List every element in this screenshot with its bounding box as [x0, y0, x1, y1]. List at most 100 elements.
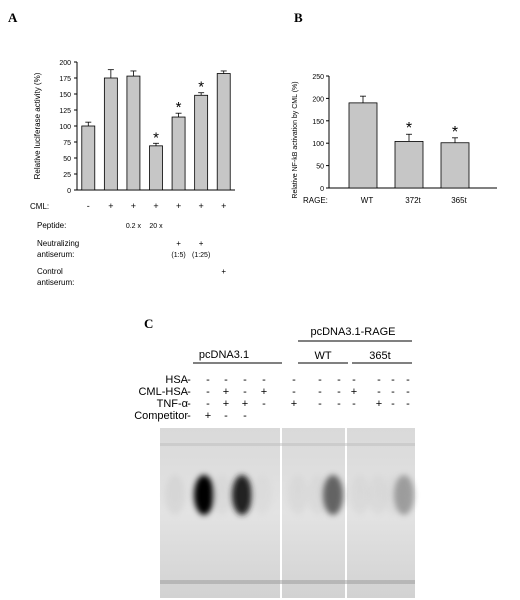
- row-label-neutralizing-2: antiserum:: [37, 250, 74, 259]
- gel-lane-symbol: -: [337, 374, 341, 386]
- y-tick-label-a: 25: [63, 172, 71, 179]
- gel-band: [232, 475, 252, 515]
- gel-lane-symbol: -: [318, 398, 322, 410]
- gel-lane-symbol: +: [205, 410, 211, 422]
- gel-band: [212, 475, 232, 515]
- gel-lane-symbol: -: [318, 386, 322, 398]
- gel-row-label: HSA: [165, 374, 188, 386]
- gel-band: [252, 475, 272, 515]
- bar-b: [440, 142, 470, 189]
- gel-lane-symbol: -: [391, 374, 395, 386]
- gel-lane-symbol: -: [377, 386, 381, 398]
- gel-lane-symbol: -: [206, 398, 210, 410]
- gel-faint-band: [160, 443, 415, 446]
- gel-lane-symbol: -: [337, 386, 341, 398]
- y-tick-label-b: 0: [320, 186, 324, 193]
- gel-row-label: Competitor: [134, 410, 188, 422]
- gel-lane-symbol: -: [292, 374, 296, 386]
- gel-lane-symbol: -: [187, 386, 191, 398]
- gel-row-label: CML-HSA: [138, 386, 188, 398]
- control-cell: +: [221, 267, 226, 276]
- panel-letter-b: B: [294, 10, 303, 25]
- gel-lane-symbol: -: [391, 386, 395, 398]
- row-label-neutralizing: Neutralizing: [37, 239, 79, 248]
- bar-b: [394, 141, 424, 189]
- peptide-cell: 20 x: [149, 223, 163, 230]
- gel-lane-symbol: -: [318, 374, 322, 386]
- y-axis-label-b: Relative NF-kB activation by CML (%): [292, 81, 299, 198]
- gel-sub-365t: 365t: [369, 350, 390, 362]
- gel-band: [394, 475, 414, 515]
- cml-cell: +: [176, 201, 181, 211]
- bar-a: [103, 77, 118, 191]
- row-label-control-2: antiserum:: [37, 278, 74, 287]
- significance-star-b: *: [452, 124, 458, 141]
- y-tick-label-a: 150: [59, 92, 71, 99]
- neutralizing-cell: +: [199, 239, 204, 248]
- bar-a: [126, 75, 141, 191]
- gel-lane-symbol: -: [243, 386, 247, 398]
- cml-cell: -: [87, 201, 90, 211]
- cml-cell: +: [199, 201, 204, 211]
- gel-lane-symbol: -: [187, 374, 191, 386]
- gel-band: [368, 475, 388, 515]
- y-axis-label-a: Relative luciferase activity (%): [33, 72, 42, 179]
- gel-lane-symbol: -: [337, 398, 341, 410]
- bar-a: [171, 116, 186, 191]
- gel-lane-symbol: -: [391, 398, 395, 410]
- gel-band: [194, 475, 214, 515]
- gel-lane-symbol: -: [243, 374, 247, 386]
- gel-free-probe: [160, 580, 415, 584]
- chart-b: 0 50 100 150 200 250 Relative NF-kB activation…: [292, 74, 497, 205]
- gel-lane-symbol: +: [223, 398, 229, 410]
- bar-a: [81, 125, 96, 191]
- gel-band: [165, 475, 185, 515]
- y-tick-label-b: 50: [316, 164, 324, 171]
- y-tick-label-b: 100: [312, 141, 324, 148]
- y-tick-label-a: 200: [59, 60, 71, 67]
- y-tick-label-a: 75: [63, 140, 71, 147]
- gel-lane-symbol: -: [187, 410, 191, 422]
- gel-lane-symbol: +: [223, 386, 229, 398]
- cml-cell: +: [153, 201, 158, 211]
- gel-lane-symbol: +: [376, 398, 382, 410]
- bar-b: [348, 102, 378, 189]
- gel-lane-symbol: -: [243, 410, 247, 422]
- gel-band: [288, 475, 308, 515]
- gel-lane-symbol: +: [351, 386, 357, 398]
- gel-lane-symbol: -: [224, 374, 228, 386]
- significance-star-a: *: [176, 99, 182, 116]
- cml-cell: +: [131, 201, 136, 211]
- neutralizing-dilution: (1:5): [171, 252, 185, 259]
- row-label-peptide: Peptide:: [37, 221, 66, 230]
- y-tick-label-b: 150: [312, 119, 324, 126]
- cml-cell: +: [221, 201, 226, 211]
- gel-lane-symbol: -: [352, 398, 356, 410]
- y-tick-label-b: 200: [312, 96, 324, 103]
- panel-letter-c: C: [144, 316, 154, 331]
- y-tick-label-a: 0: [67, 188, 71, 195]
- significance-star-a: *: [198, 79, 204, 96]
- bar-a: [216, 73, 231, 191]
- y-tick-label-a: 100: [59, 124, 71, 131]
- gel-lane-symbol: -: [352, 374, 356, 386]
- category-label-b: 365t: [451, 196, 467, 205]
- gel-group-right: pcDNA3.1-RAGE: [311, 326, 396, 338]
- gel-lane-symbol: -: [206, 374, 210, 386]
- gel-lane-symbol: -: [187, 398, 191, 410]
- significance-star-b: *: [406, 120, 412, 137]
- gel-sub-wt: WT: [314, 350, 331, 362]
- bar-a: [149, 145, 163, 191]
- category-label-b: WT: [361, 196, 374, 205]
- significance-star-a: *: [153, 129, 159, 146]
- gel-lane-symbol: -: [224, 410, 228, 422]
- gel-lane-symbol: +: [242, 398, 248, 410]
- gel-lane-symbol: +: [291, 398, 297, 410]
- chart-a: 0 25 50 75 100 125 150 175 200 Relative luciferas…: [30, 60, 235, 287]
- gel-band: [308, 475, 328, 515]
- cml-cell: +: [108, 201, 113, 211]
- row-label-control: Control: [37, 267, 63, 276]
- gel-row-label: TNF-α: [157, 398, 189, 410]
- gel-group-left: pcDNA3.1: [199, 349, 249, 361]
- y-tick-label-a: 125: [59, 108, 71, 115]
